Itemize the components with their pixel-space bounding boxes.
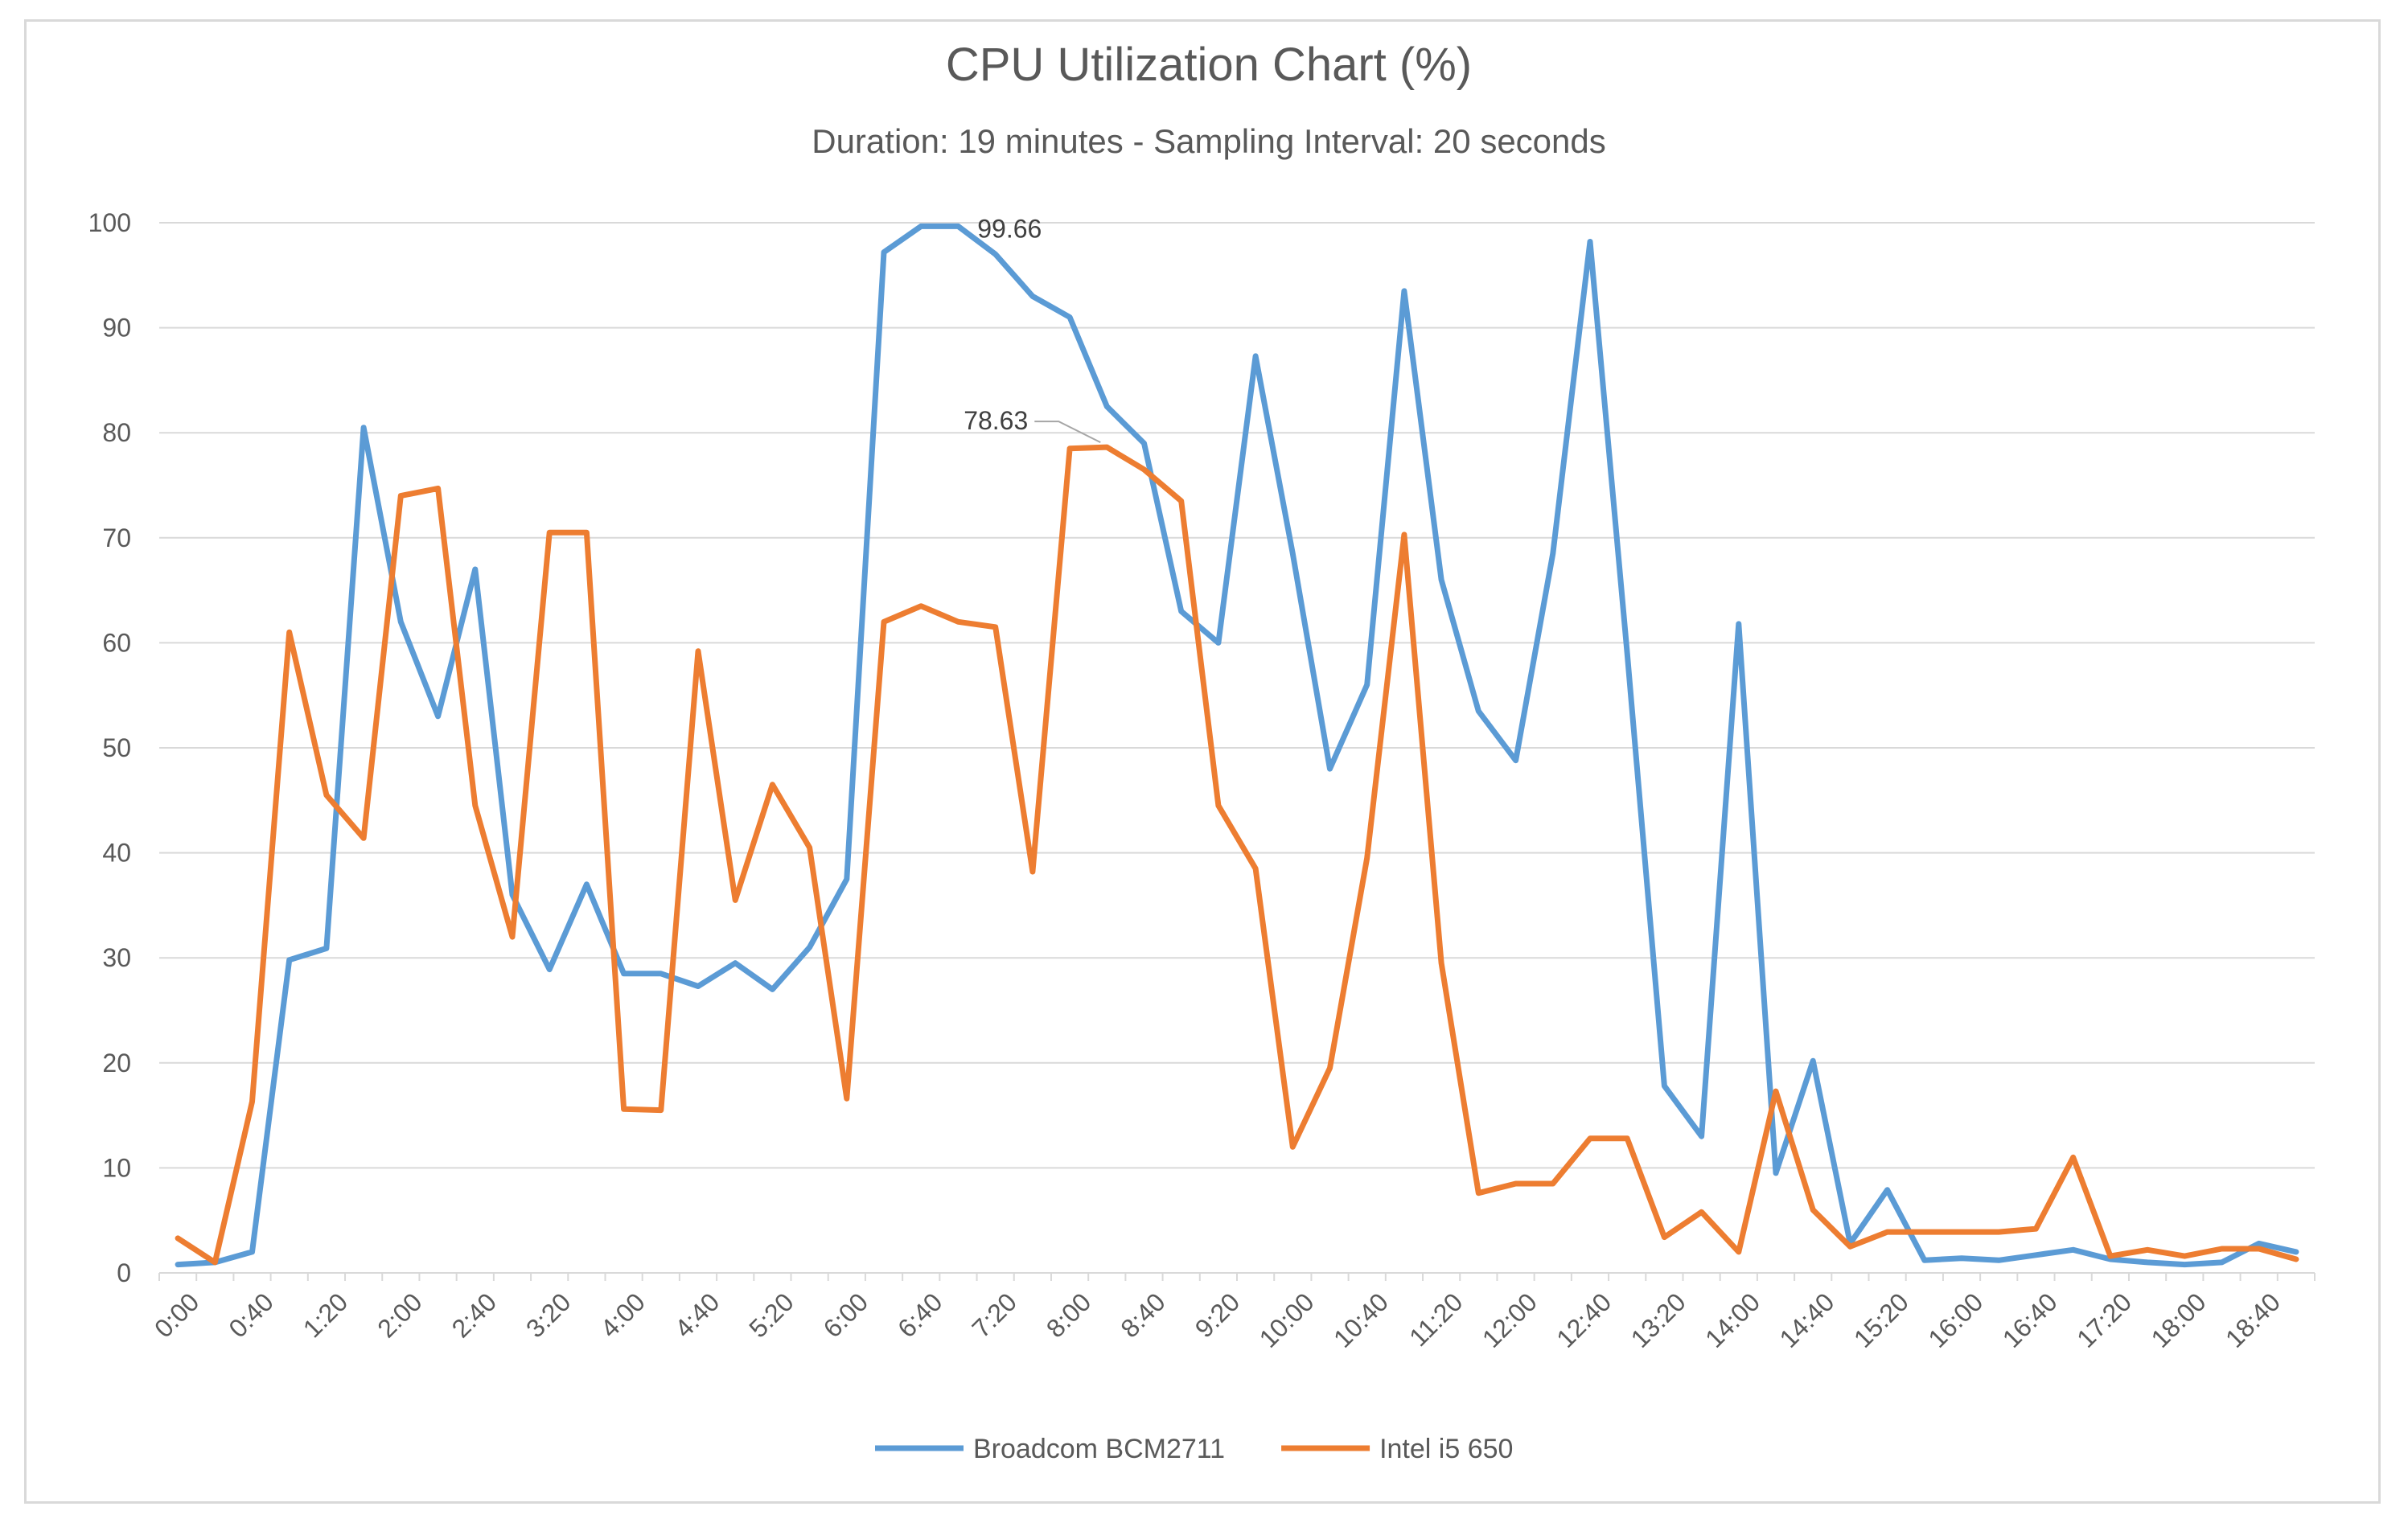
x-tick-label: 16:40 <box>1997 1287 2063 1353</box>
y-tick-label: 50 <box>102 733 131 762</box>
chart-frame: CPU Utilization Chart (%) Duration: 19 m… <box>24 19 2381 1504</box>
legend-label: Intel i5 650 <box>1379 1434 1513 1464</box>
x-tick-label: 16:00 <box>1922 1287 1988 1353</box>
y-tick-label: 40 <box>102 839 131 868</box>
data-label-broadcom-peak: 99.66 <box>977 214 1042 243</box>
x-tick-label: 0:40 <box>223 1287 278 1343</box>
legend: Broadcom BCM2711 Intel i5 650 <box>875 1434 1513 1464</box>
x-tick-label: 15:20 <box>1848 1287 1914 1353</box>
x-tick-label: 14:00 <box>1699 1287 1765 1353</box>
data-labels: 99.66 78.63 <box>964 214 1101 443</box>
chart-title: CPU Utilization Chart (%) <box>946 39 1472 91</box>
x-tick-label: 18:40 <box>2220 1287 2286 1353</box>
data-label-intel-peak: 78.63 <box>964 406 1028 435</box>
chart-subtitle: Duration: 19 minutes - Sampling Interval… <box>812 122 1606 160</box>
y-tick-label: 60 <box>102 628 131 657</box>
x-tick-label: 14:40 <box>1773 1287 1839 1353</box>
y-tick-label: 70 <box>102 523 131 552</box>
x-tick-label: 7:20 <box>967 1287 1022 1343</box>
x-tick-label: 4:00 <box>594 1287 650 1343</box>
x-tick-label: 12:40 <box>1551 1287 1617 1353</box>
y-tick-label: 0 <box>117 1258 131 1287</box>
y-tick-labels: 0 10 20 30 40 50 60 70 80 90 100 <box>88 208 131 1287</box>
x-tick-label: 10:40 <box>1328 1287 1394 1353</box>
x-tick-label: 8:00 <box>1041 1287 1096 1343</box>
x-tick-label: 12:00 <box>1477 1287 1543 1353</box>
x-tick-label: 10:00 <box>1254 1287 1320 1353</box>
series-layer <box>175 223 2299 1268</box>
x-tick-label: 5:20 <box>743 1287 799 1343</box>
data-label-leader-line <box>1034 421 1101 443</box>
y-tick-label: 90 <box>102 314 131 343</box>
x-tick-label: 13:20 <box>1625 1287 1691 1353</box>
y-tick-label: 20 <box>102 1049 131 1078</box>
x-tick-label: 9:20 <box>1190 1287 1245 1343</box>
x-tick-label: 18:00 <box>2146 1287 2212 1353</box>
x-tick-label: 8:40 <box>1115 1287 1170 1343</box>
x-tick-label: 2:00 <box>372 1287 427 1343</box>
x-tick-label: 3:20 <box>520 1287 576 1343</box>
grid-layer <box>158 222 2316 1281</box>
y-tick-label: 10 <box>102 1153 131 1182</box>
y-tick-label: 80 <box>102 418 131 447</box>
y-tick-label: 30 <box>102 943 131 972</box>
x-tick-labels: 0:00 0:40 1:20 2:00 2:40 3:20 4:00 4:40 5:20 6:00… <box>149 1287 2286 1353</box>
x-tick-label: 0:00 <box>149 1287 204 1343</box>
series-line-0 <box>175 223 2299 1268</box>
x-tick-label: 4:40 <box>669 1287 725 1343</box>
series-line-1 <box>175 444 2299 1266</box>
x-tick-label: 1:20 <box>298 1287 353 1343</box>
x-tick-label: 11:20 <box>1403 1287 1468 1352</box>
x-tick-label: 17:20 <box>2071 1287 2137 1353</box>
x-tick-label: 6:40 <box>892 1287 947 1343</box>
chart-svg: CPU Utilization Chart (%) Duration: 19 m… <box>88 39 2316 1464</box>
x-tick-label: 2:40 <box>446 1287 502 1343</box>
x-tick-label: 6:00 <box>818 1287 873 1343</box>
legend-label: Broadcom BCM2711 <box>973 1434 1225 1464</box>
y-tick-label: 100 <box>88 208 131 237</box>
